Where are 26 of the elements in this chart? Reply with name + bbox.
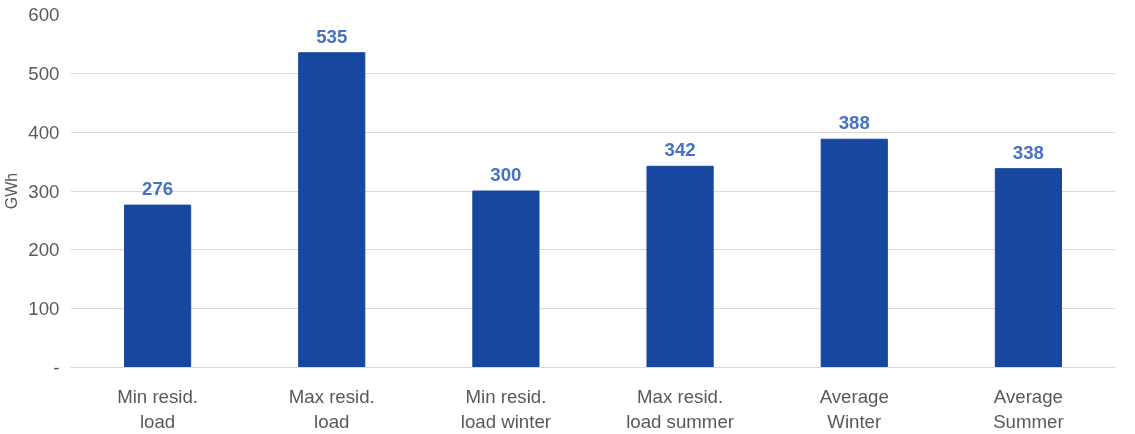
y-tick-label: 600 [28, 4, 60, 25]
data-label: 342 [664, 139, 696, 161]
bar [472, 190, 540, 368]
y-tick-label: 500 [28, 62, 60, 84]
y-tick-label: 200 [28, 239, 60, 261]
x-tick-label: Min resid. load [117, 385, 199, 432]
y-tick-label: 300 [28, 180, 60, 202]
y-tick-label: - [53, 357, 60, 378]
bar [123, 204, 192, 368]
x-tick-label: Max resid. load summer [626, 385, 735, 432]
data-label: 535 [316, 25, 348, 47]
x-tick-label: Min resid. load winter [460, 385, 552, 432]
x-tick-label: Average Summer [993, 385, 1064, 432]
y-tick-label: 100 [28, 298, 60, 320]
data-label: 388 [838, 112, 870, 134]
data-label: 276 [142, 178, 174, 200]
bar [820, 138, 888, 368]
bar [298, 52, 366, 368]
x-tick-label: Max resid. load [288, 385, 375, 432]
data-label: 338 [1012, 141, 1044, 163]
bar [646, 165, 714, 368]
y-tick-label: 400 [28, 121, 60, 143]
data-label: 300 [490, 164, 522, 185]
x-tick-label: Average Winter [819, 385, 889, 432]
bar [994, 168, 1063, 368]
y-axis-title: GWh [3, 172, 21, 210]
